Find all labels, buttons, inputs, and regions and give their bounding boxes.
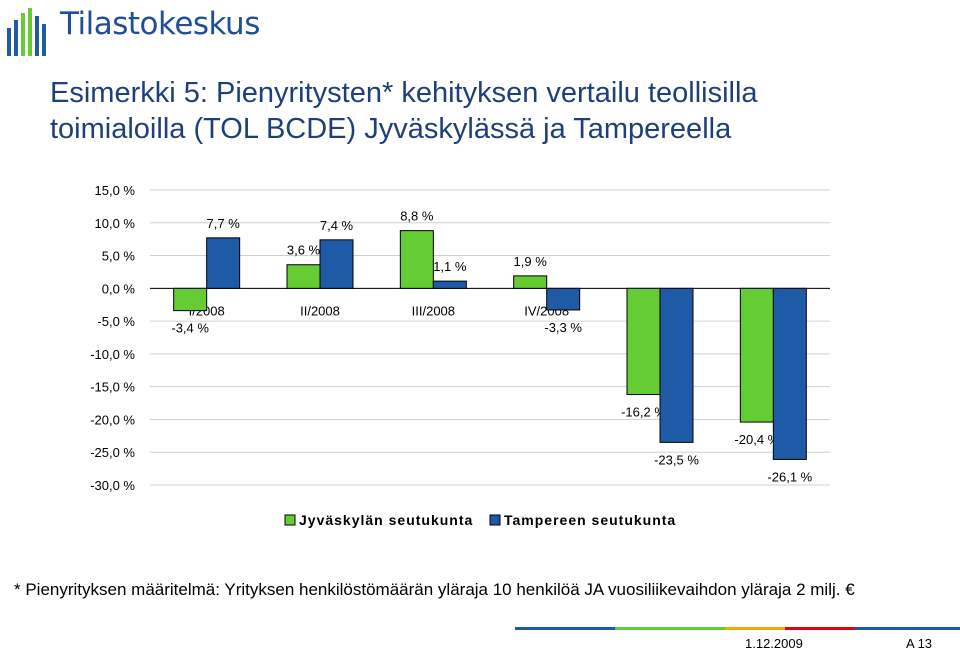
data-label: 7,7 % (207, 216, 241, 231)
y-tick-label: 15,0 % (95, 183, 136, 198)
bottom-bar-segment (725, 627, 785, 630)
legend-swatch-tampere (489, 514, 501, 526)
logo-mark-icon (7, 8, 46, 56)
footnote-text: * Pienyrityksen määritelmä: Yrityksen he… (14, 580, 841, 599)
data-label: -26,1 % (767, 469, 812, 484)
data-label: 3,6 % (287, 243, 321, 258)
logo-text: Tilastokeskus (60, 6, 260, 42)
page-number: A 13 (906, 636, 933, 651)
bar-tampere (206, 237, 241, 289)
bar-jyvaskyla (173, 287, 208, 312)
y-tick-label: -10,0 % (90, 347, 135, 362)
tilastokeskus-logo: Tilastokeskus (4, 4, 260, 58)
y-tick-label: -5,0 % (97, 314, 135, 329)
y-tick-label: -20,0 % (90, 412, 135, 427)
data-label: -23,5 % (654, 452, 699, 467)
data-label: -3,4 % (171, 321, 209, 336)
bar-jyvaskyla (513, 275, 548, 289)
legend-swatch-jyvaskyla (284, 514, 296, 526)
bar-tampere (659, 287, 694, 443)
bottom-bar-segment (515, 627, 615, 630)
data-label: 1,9 % (514, 254, 548, 269)
y-tick-label: -25,0 % (90, 445, 135, 460)
bar-jyvaskyla (399, 230, 434, 289)
bottom-color-bar (515, 627, 960, 630)
bar-tampere (546, 287, 581, 311)
slide-title: Esimerkki 5: Pienyritysten* kehityksen v… (50, 75, 910, 147)
bar-jyvaskyla (286, 264, 321, 289)
bar-chart: 15,0 % 10,0 % 5,0 % 0,0 % -5,0 % -10,0 % -15,0… (90, 183, 830, 528)
x-category-label: II/2008 (300, 303, 340, 318)
y-tick-label: 5,0 % (102, 249, 136, 264)
data-label: -16,2 % (621, 405, 666, 420)
data-label: -3,3 % (544, 320, 582, 335)
bar-tampere (432, 280, 467, 289)
y-tick-label: 0,0 % (102, 281, 136, 296)
slide-date: 1.12.2009 (745, 636, 803, 651)
bottom-bar-segment (855, 627, 960, 630)
footnote-euro-symbol: € (845, 580, 855, 599)
data-label: 8,8 % (400, 209, 434, 224)
title-line-2: toimialoilla (TOL BCDE) Jyväskylässä ja … (50, 113, 732, 145)
bar-jyvaskyla (739, 287, 774, 423)
footnote: * Pienyrityksen määritelmä: Yrityksen he… (14, 580, 855, 600)
y-tick-label: -30,0 % (90, 478, 135, 493)
y-tick-label: -15,0 % (90, 380, 135, 395)
data-label: 1,1 % (433, 259, 467, 274)
legend-label: Jyväskylän seutukunta (299, 512, 473, 528)
y-tick-label: 10,0 % (95, 216, 136, 231)
title-line-1: Esimerkki 5: Pienyritysten* kehityksen v… (50, 77, 758, 109)
x-category-label: III/2008 (412, 303, 455, 318)
bar-tampere (319, 239, 354, 289)
bar-tampere (772, 287, 807, 460)
data-label: -20,4 % (734, 432, 779, 447)
bottom-bar-segment (785, 627, 855, 630)
bottom-bar-segment (615, 627, 725, 630)
data-label: 7,4 % (320, 218, 354, 233)
legend-label: Tampereen seutukunta (504, 512, 676, 528)
bar-jyvaskyla (626, 287, 661, 396)
